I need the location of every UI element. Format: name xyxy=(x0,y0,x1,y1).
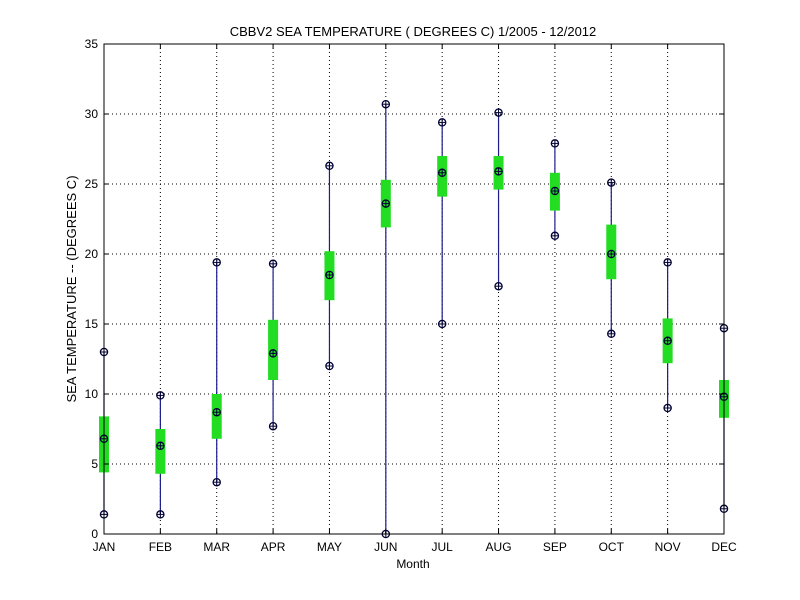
y-axis-title: SEA TEMPERATURE -- (DEGREES C) xyxy=(64,175,79,402)
x-tick-label: AUG xyxy=(486,540,512,554)
x-tick-label: JUL xyxy=(432,540,454,554)
y-tick-label: 25 xyxy=(85,177,99,191)
box-nov xyxy=(662,258,673,413)
x-tick-label: JUN xyxy=(374,540,397,554)
y-tick-label: 0 xyxy=(91,527,98,541)
x-tick-label: OCT xyxy=(599,540,625,554)
box-mar xyxy=(211,258,222,487)
median-marker xyxy=(663,336,672,346)
median-marker xyxy=(325,270,334,280)
y-tick-label: 20 xyxy=(85,247,99,261)
plot-frame xyxy=(103,43,725,535)
y-tick-label: 35 xyxy=(85,37,99,51)
y-tick-label: 5 xyxy=(91,457,98,471)
median-marker xyxy=(550,186,560,196)
median-marker xyxy=(212,407,221,417)
box-jun xyxy=(380,99,391,539)
min-marker xyxy=(607,329,616,339)
max-marker xyxy=(494,108,503,117)
x-tick-label: DEC xyxy=(711,540,737,554)
box-feb xyxy=(155,391,166,519)
max-marker xyxy=(607,178,616,187)
max-marker xyxy=(550,139,560,148)
min-marker xyxy=(268,421,278,431)
box-sep xyxy=(549,139,560,241)
min-marker xyxy=(550,231,560,241)
y-tick-label: 15 xyxy=(85,317,99,331)
box-may xyxy=(324,161,335,371)
min-marker xyxy=(325,361,334,371)
max-marker xyxy=(212,258,221,267)
x-tick-label: MAR xyxy=(203,540,230,554)
median-marker xyxy=(156,441,165,451)
x-tick-label: FEB xyxy=(149,540,172,554)
median-marker xyxy=(607,249,616,259)
median-marker xyxy=(268,349,278,358)
min-marker xyxy=(156,510,165,519)
grid-lines xyxy=(104,44,724,534)
y-tick-label: 30 xyxy=(85,107,99,121)
x-tick-label: APR xyxy=(261,540,286,554)
x-axis-title: Month xyxy=(396,557,429,571)
max-marker xyxy=(663,258,672,267)
x-tick-label: MAY xyxy=(317,540,342,554)
min-marker xyxy=(212,477,221,487)
box-jul xyxy=(437,118,448,329)
box-series xyxy=(99,99,729,539)
max-marker xyxy=(325,161,334,171)
median-marker xyxy=(381,199,391,208)
max-marker xyxy=(381,99,391,109)
median-marker xyxy=(494,167,503,176)
axis-ticks: 0 5 10 15 20 25 30 35 JAN FEB MAR APR MAY JUN JUL AUG SE… xyxy=(85,37,737,554)
box-aug xyxy=(493,108,504,291)
median-marker xyxy=(437,168,447,178)
max-marker xyxy=(156,391,165,400)
y-tick-label: 10 xyxy=(85,387,99,401)
box-oct xyxy=(606,178,617,339)
max-marker xyxy=(268,259,278,269)
min-marker xyxy=(494,281,503,291)
x-tick-label: JAN xyxy=(93,540,116,554)
x-tick-label: NOV xyxy=(655,540,681,554)
x-tick-label: SEP xyxy=(543,540,567,554)
chart-title: CBBV2 SEA TEMPERATURE ( DEGREES C) 1/200… xyxy=(230,24,597,39)
max-marker xyxy=(437,118,447,127)
min-marker xyxy=(663,403,672,413)
min-marker xyxy=(437,319,447,329)
box-apr xyxy=(268,259,279,431)
iqr-box xyxy=(155,429,166,474)
